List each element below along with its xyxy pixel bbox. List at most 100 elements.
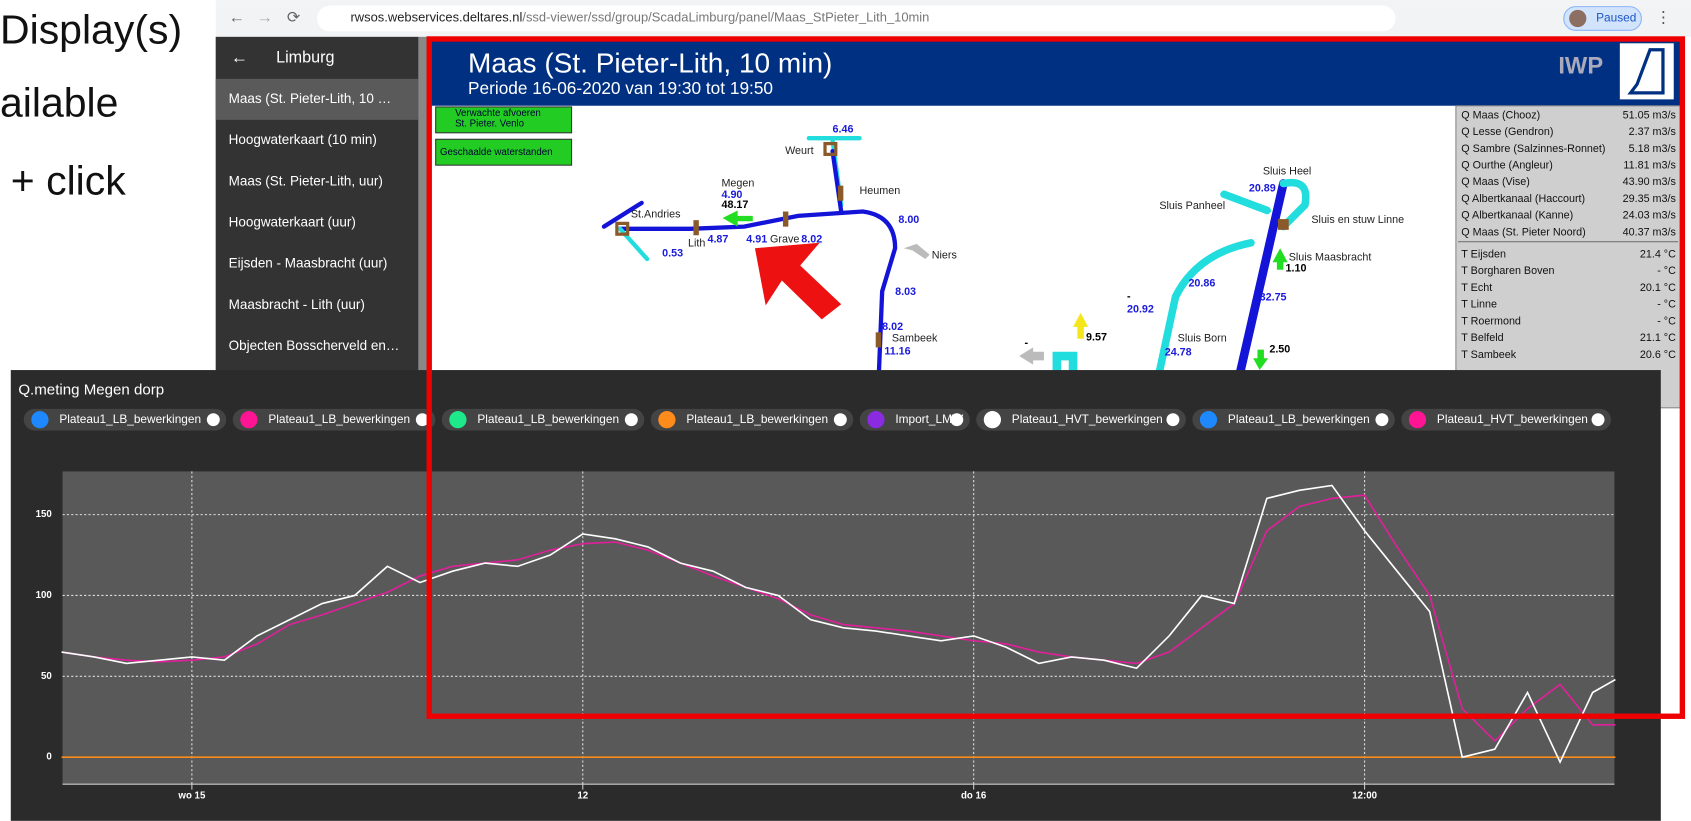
map-label: 2.50	[1269, 343, 1290, 355]
logo-text: IWP	[1558, 53, 1603, 79]
y-tick-label: 100	[36, 590, 52, 601]
legend-chip[interactable]	[859, 408, 970, 431]
map-label: Heumen	[860, 185, 901, 197]
map-labels: 6.46 Weurt Heumen Megen 4.90 48.17 St.An…	[631, 123, 1404, 358]
table-value: 20.1 °C	[1640, 282, 1676, 294]
legend-chip[interactable]	[1401, 408, 1611, 431]
table-label: T Belfeld	[1461, 332, 1503, 344]
table-value: 2.37 m3/s	[1629, 126, 1676, 138]
legend-chip[interactable]	[232, 408, 436, 431]
data-table	[1455, 105, 1681, 409]
table-value: 40.37 m3/s	[1623, 226, 1676, 238]
table-value: - °C	[1657, 315, 1676, 327]
table-value: 43.90 m3/s	[1623, 176, 1676, 188]
table-value: 21.1 °C	[1640, 332, 1676, 344]
table-label: T Roermond	[1461, 315, 1521, 327]
url-host: rwsos.webservices.deltares.nl	[350, 10, 522, 25]
map-button-label: Geschaalde waterstanden	[440, 147, 553, 158]
lock	[615, 221, 630, 236]
sidebar-list: Maas (St. Pieter-Lith, 10 … Hoogwaterkaar…	[215, 78, 419, 353]
table-value: 21.4 °C	[1640, 249, 1676, 261]
legend-chip[interactable]	[650, 408, 854, 431]
legend-chip[interactable]	[976, 408, 1186, 431]
lock	[823, 141, 838, 156]
table-label: Q Maas (Chooz)	[1461, 109, 1540, 121]
legend-remove[interactable]	[1375, 413, 1389, 427]
sidebar-item[interactable]: Maasbracht - Lith (uur)	[229, 297, 365, 312]
legend-chip[interactable]	[23, 408, 227, 431]
legend-swatch	[1408, 411, 1427, 429]
map-button[interactable]	[435, 138, 573, 166]
table-label: T Linne	[1461, 299, 1497, 311]
legend-remove[interactable]	[950, 413, 964, 427]
map-label: 8.00	[898, 214, 919, 226]
divider	[418, 36, 430, 373]
map-label: Sambeek	[892, 333, 938, 345]
sidebar-item[interactable]: Objecten Bosscherveld en…	[229, 338, 400, 353]
sidebar-item[interactable]: Hoogwaterkaart (uur)	[229, 215, 356, 230]
legend-remove[interactable]	[206, 413, 220, 427]
arrow	[1073, 312, 1089, 339]
chart-title: Q.meting Megen dorp	[18, 382, 164, 399]
legend-swatch	[449, 411, 467, 429]
legend-chip[interactable]	[441, 408, 645, 431]
arrow	[903, 243, 930, 259]
legend-remove[interactable]	[1591, 413, 1605, 427]
map-button-label: Verwachte afvoeren	[455, 108, 541, 119]
flow-arrows	[722, 210, 1288, 371]
rivers	[601, 136, 1310, 377]
x-tick-label: do 16	[961, 791, 987, 802]
map-label: Sluis Born	[1178, 333, 1227, 345]
legend-label: Plateau1_HVT_bewerkingen	[1437, 412, 1588, 426]
sidebar-back[interactable]: ←	[231, 47, 248, 67]
legend-remove[interactable]	[833, 413, 847, 427]
sidebar-item[interactable]: Hoogwaterkaart (10 min)	[229, 132, 377, 147]
map-label: 4.90	[721, 189, 742, 201]
map-label: 32.75	[1260, 292, 1287, 304]
address-bar[interactable]	[317, 5, 1396, 32]
legend-remove[interactable]	[1166, 413, 1180, 427]
arrow	[1272, 248, 1288, 270]
legend-remove[interactable]	[415, 413, 429, 427]
table-label: Q Maas (Vise)	[1461, 176, 1530, 188]
map-label: 8.02	[801, 233, 822, 245]
forward-button[interactable]: →	[257, 9, 273, 27]
profile-status: Paused	[1596, 11, 1636, 25]
map-label: -	[1127, 291, 1131, 303]
table-value: 11.81 m3/s	[1623, 160, 1675, 172]
map-label: 8.03	[895, 286, 916, 298]
arrow	[1253, 349, 1269, 371]
sidebar-item[interactable]: Eijsden - Maasbracht (uur)	[229, 256, 388, 271]
table-value: 51.05 m3/s	[1623, 109, 1676, 121]
reload-button[interactable]: ⟳	[287, 9, 301, 27]
sidebar-item[interactable]: Maas (St. Pieter-Lith, 10 …	[229, 91, 391, 106]
url: rwsos.webservices.deltares.nl/ssd-viewer…	[350, 10, 929, 25]
map-button-label: St. Pieter. Venlo	[455, 119, 524, 130]
table-value: 5.18 m3/s	[1629, 143, 1676, 155]
back-button[interactable]: ←	[229, 9, 245, 27]
map-label: 6.46	[833, 123, 854, 135]
map-label: Megen	[721, 177, 754, 189]
arrow	[1019, 347, 1044, 365]
lock	[1277, 219, 1289, 230]
table-label: Q Lesse (Gendron)	[1461, 126, 1553, 138]
legend-remove[interactable]	[624, 413, 638, 427]
map-label: 20.89	[1249, 183, 1276, 195]
legend-chip[interactable]	[1192, 408, 1395, 431]
map-label: Lith	[688, 238, 705, 250]
y-tick-label: 50	[41, 671, 52, 682]
sidebar-item[interactable]: Maas (St. Pieter-Lith, uur)	[229, 173, 383, 188]
sidebar-header: Limburg	[276, 49, 334, 67]
map-label: Sluis Heel	[1263, 165, 1311, 177]
map-button[interactable]	[435, 106, 573, 134]
y-tick-label: 0	[46, 752, 51, 763]
legend-swatch	[867, 411, 885, 429]
legend-swatch	[658, 411, 676, 429]
menu-button[interactable]: ⋮	[1655, 9, 1671, 27]
plot-area	[62, 471, 1615, 785]
canal	[1052, 351, 1078, 377]
map-label: Sluis Panheel	[1159, 200, 1225, 212]
highlight-box	[426, 36, 1686, 719]
table-value: 20.6 °C	[1640, 349, 1676, 361]
